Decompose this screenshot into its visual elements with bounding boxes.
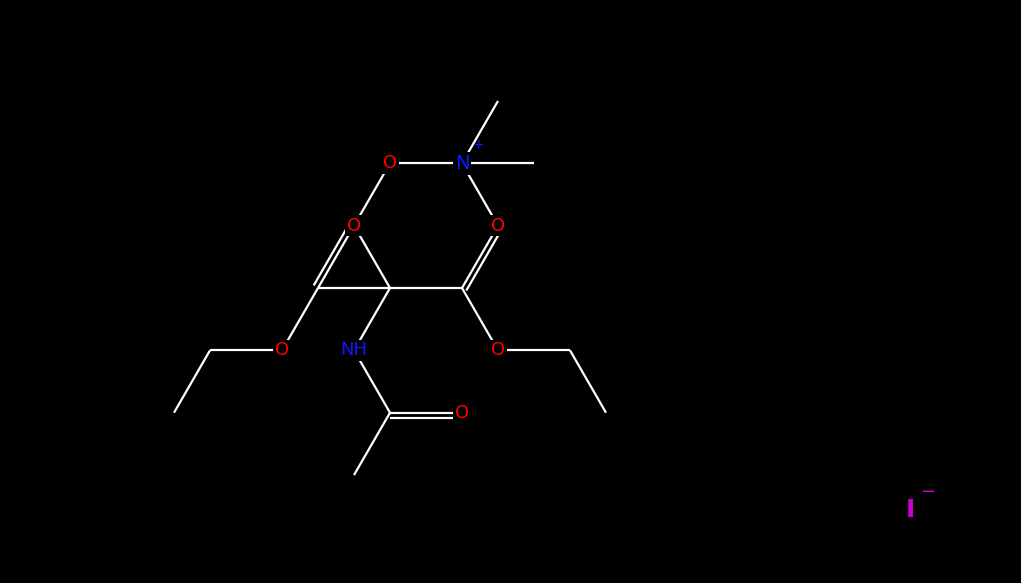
Text: O: O (455, 403, 469, 422)
Text: O: O (347, 217, 361, 234)
Text: O: O (491, 217, 505, 234)
Text: O: O (383, 154, 397, 173)
Text: NH: NH (340, 342, 368, 359)
Text: N: N (454, 154, 470, 173)
Text: O: O (491, 342, 505, 359)
Text: +: + (472, 138, 484, 152)
Text: O: O (275, 342, 289, 359)
Text: −: − (921, 483, 935, 501)
Text: I: I (906, 498, 915, 522)
